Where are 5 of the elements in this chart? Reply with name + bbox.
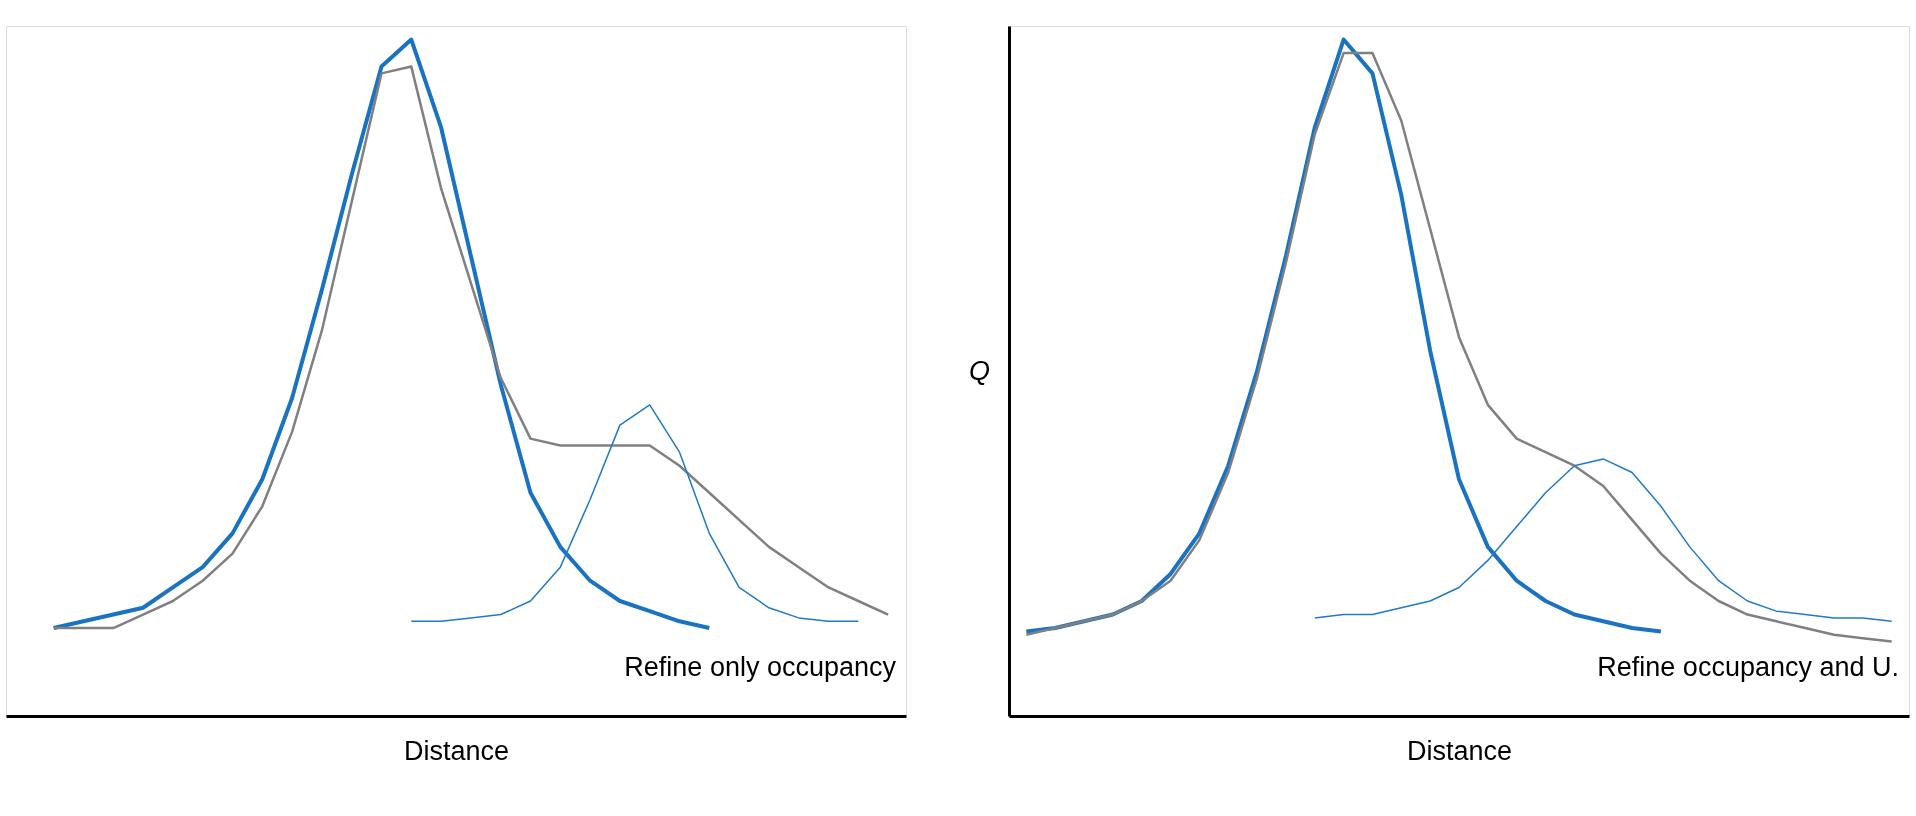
annotation: Refine occupancy and U. xyxy=(1597,652,1899,682)
x-axis-title: Distance xyxy=(1406,735,1513,766)
x-axis-title: Distance xyxy=(403,735,510,766)
annotation: Refine only occupancy xyxy=(624,652,897,682)
y-axis-title: Q xyxy=(968,355,991,386)
